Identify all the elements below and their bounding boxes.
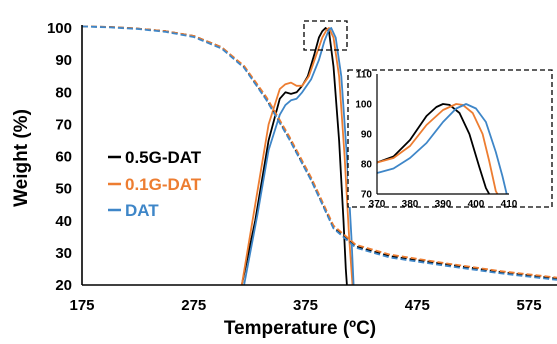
y-tick-label: 20 (55, 277, 72, 294)
inset-y-tick-group: 70 80 90 100 110 (355, 70, 372, 201)
inset-x-tick-label: 370 (369, 199, 386, 210)
y-tick-label: 50 (55, 181, 72, 198)
inset-series-0.1g-dat (376, 103, 499, 195)
x-tick-label: 275 (181, 297, 206, 314)
inset-y-tick-label: 80 (361, 160, 373, 171)
y-tick-label: 40 (55, 213, 72, 230)
inset-series-group (376, 103, 508, 195)
inset-x-tick-group: 370 380 390 400 410 (369, 199, 518, 210)
main-plot: 20 30 40 50 60 70 80 90 100 175 275 375 475 575 (47, 20, 557, 314)
inset-y-tick-label: 70 (361, 190, 373, 201)
series-0.5g-dat-solid (240, 27, 348, 286)
y-tick-group: 20 30 40 50 60 70 80 90 100 (47, 20, 72, 294)
legend: 0.5G-DAT 0.1G-DAT DAT (108, 148, 202, 220)
x-tick-label: 175 (69, 297, 94, 314)
x-tick-label: 375 (293, 297, 318, 314)
series-0.1g-dat-solid (240, 27, 354, 286)
x-tick-group: 175 275 375 475 575 (69, 297, 541, 314)
y-tick-label: 80 (55, 84, 72, 101)
legend-label-0.1g-dat: 0.1G-DAT (125, 175, 202, 194)
inset-zoom-chart: 70 80 90 100 110 370 380 390 400 410 (347, 69, 553, 210)
y-tick-label: 90 (55, 52, 72, 69)
inset-y-tick-label: 110 (356, 70, 373, 81)
x-tick-label: 575 (517, 297, 542, 314)
y-tick-label: 30 (55, 245, 72, 262)
y-tick-label: 60 (55, 149, 72, 166)
inset-border (347, 69, 553, 208)
inset-x-tick-label: 380 (402, 199, 419, 210)
inset-x-tick-label: 390 (435, 199, 452, 210)
inset-y-tick-label: 100 (355, 100, 372, 111)
legend-label-dat: DAT (125, 201, 159, 220)
y-tick-label: 100 (47, 20, 72, 37)
inset-series-0.5g-dat (376, 103, 490, 195)
zoom-region-box (303, 20, 348, 51)
inset-x-tick-label: 400 (468, 199, 485, 210)
y-axis-title: Weight (%) (11, 109, 32, 207)
inset-y-tick-label: 90 (361, 130, 373, 141)
main-series-group (81, 25, 557, 286)
y-tick-label: 70 (55, 116, 72, 133)
x-tick-label: 475 (405, 297, 430, 314)
x-axis-title: Temperature (ºC) (224, 318, 376, 339)
inset-series-dat (376, 103, 508, 195)
inset-x-tick-label: 410 (501, 199, 518, 210)
legend-label-0.5g-dat: 0.5G-DAT (125, 148, 202, 167)
